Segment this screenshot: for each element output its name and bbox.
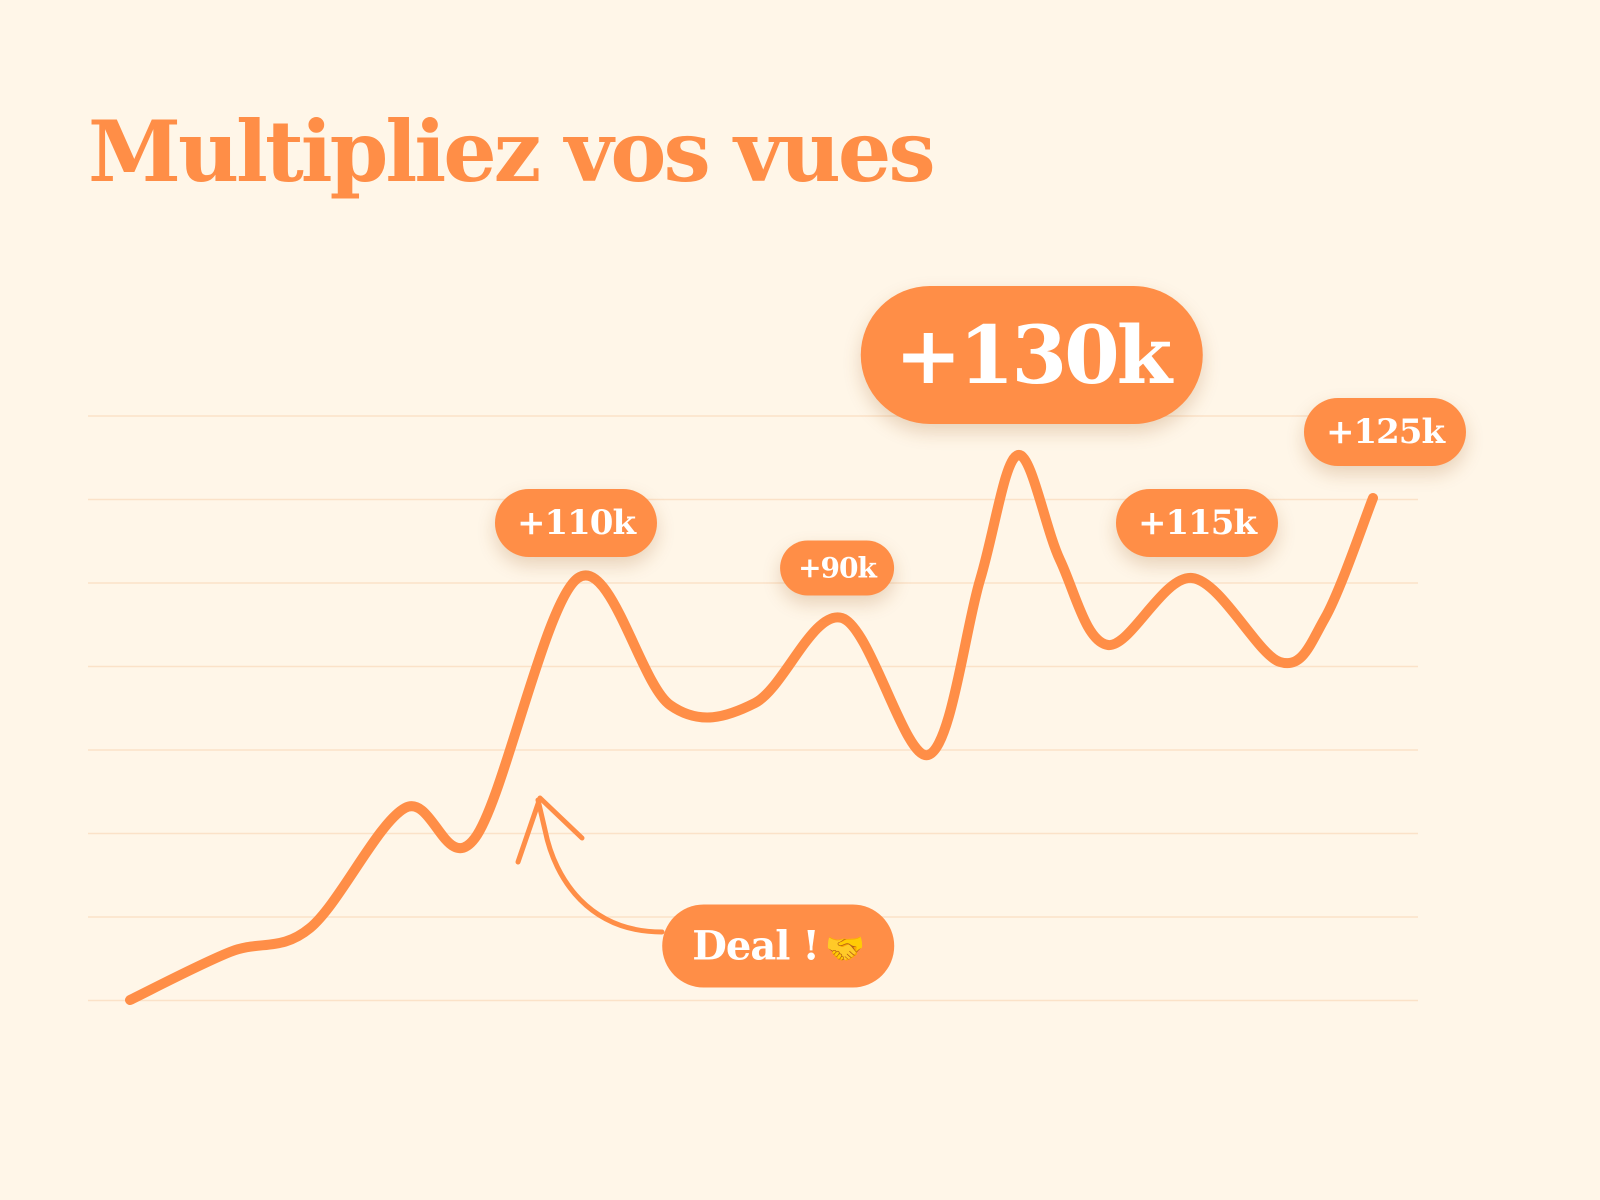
chart-title: Multipliez vos vues	[88, 102, 936, 201]
data-label-115k: +115k	[1115, 489, 1279, 557]
deal-annotation: Deal ! 🤝	[662, 904, 894, 988]
data-label-125k: +125k	[1303, 398, 1467, 466]
data-label-130k: +130k	[860, 286, 1204, 424]
deal-arrowhead	[515, 795, 585, 865]
handshake-icon: 🤝	[824, 929, 865, 968]
series-line	[125, 450, 1378, 1005]
data-label-90k: +90k	[780, 540, 894, 596]
deal-label: Deal !	[692, 922, 820, 970]
data-label-110k: +110k	[494, 489, 658, 557]
gridlines	[88, 415, 1418, 1002]
deal-arrow	[535, 797, 665, 935]
